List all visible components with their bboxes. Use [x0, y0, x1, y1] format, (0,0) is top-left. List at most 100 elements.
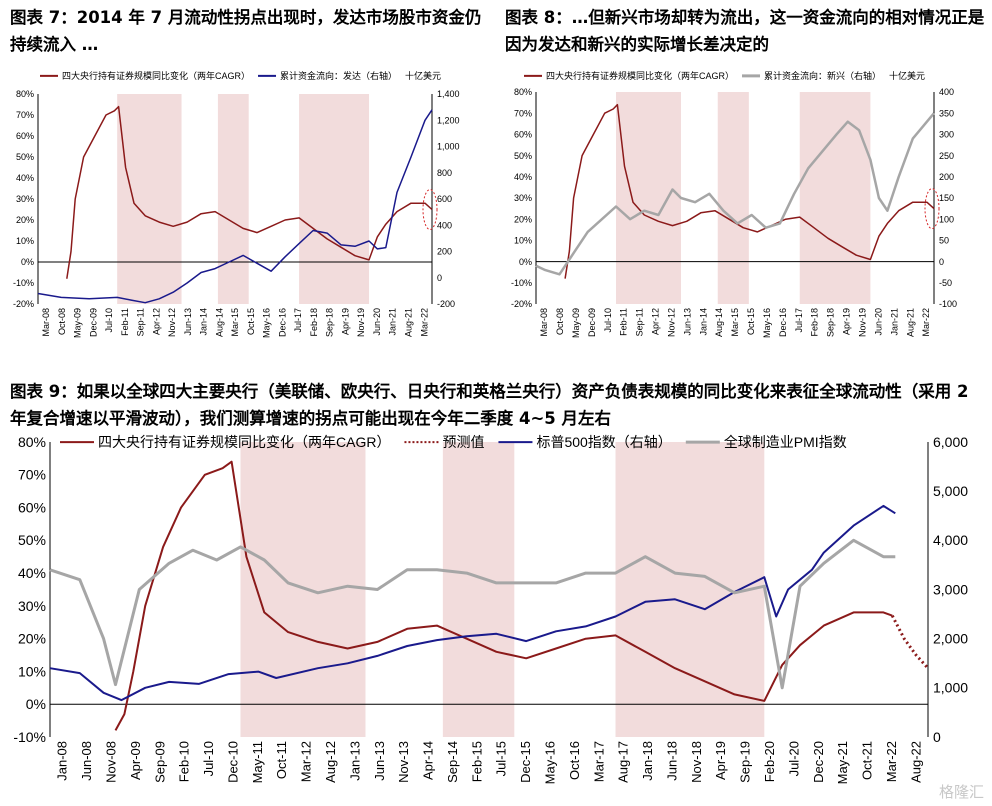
- left-y-tick-label: -10%: [13, 729, 46, 745]
- x-tick-label: Feb-15: [469, 741, 484, 782]
- legend-label: 标普500指数（右轴）: [536, 434, 671, 450]
- x-tick-label: Nov-18: [689, 741, 704, 783]
- left-y-tick-label: 30%: [18, 598, 46, 614]
- x-tick-label: Aug-21: [404, 308, 414, 337]
- x-tick-label: Jun-13: [183, 308, 193, 336]
- right-y-tick-label: 250: [939, 151, 954, 161]
- x-tick-label: Oct-08: [57, 308, 67, 335]
- x-tick-label: Jun-20: [372, 308, 382, 336]
- x-tick-label: Jun-20: [873, 308, 883, 336]
- left-y-tick-label: 60%: [514, 130, 532, 140]
- x-tick-label: Nov-19: [858, 308, 868, 337]
- x-tick-label: Mar-22: [884, 741, 899, 782]
- watermark: 格隆汇: [938, 783, 984, 801]
- right-y-tick-label: -50: [939, 278, 952, 288]
- x-tick-label: Nov-13: [396, 741, 411, 783]
- x-tick-label: Mar-22: [419, 308, 429, 337]
- x-tick-label: Jun-13: [372, 741, 387, 781]
- figure-9-caption: 图表 9：如果以全球四大主要央行（美联储、欧央行、日央行和英格兰央行）资产负债表…: [10, 382, 969, 428]
- right-y-tick-label: 400: [939, 87, 954, 97]
- right-y-tick-label: 600: [437, 194, 452, 204]
- x-tick-label: Oct-15: [246, 308, 256, 335]
- left-y-tick-label: 60%: [18, 499, 46, 515]
- shaded-period-0: [117, 94, 182, 304]
- left-y-tick-label: 30%: [514, 193, 532, 203]
- x-tick-label: Dec-15: [518, 741, 533, 783]
- figure-9-chart: -10% 0% 10% 20% 30% 40% 50% 60% 70% 80% 0 1,000 2,00…: [13, 434, 968, 784]
- x-tick-label: May-09: [73, 308, 83, 338]
- x-tick-label: Jan-13: [347, 741, 362, 781]
- x-tick-label: Feb-18: [810, 308, 820, 337]
- left-y-tick-label: 70%: [18, 467, 46, 483]
- x-tick-label: Aug-14: [214, 308, 224, 337]
- x-tick-label: Dec-20: [811, 741, 826, 783]
- x-tick-label: Oct-16: [567, 741, 582, 780]
- left-y-tick-label: 0%: [519, 257, 532, 267]
- left-y-tick-label: 40%: [18, 565, 46, 581]
- left-y-tick-label: 50%: [16, 152, 34, 162]
- x-tick-label: May-09: [571, 308, 581, 338]
- x-tick-label: Aug-21: [905, 308, 915, 337]
- x-tick-label: Jul-17: [293, 308, 303, 333]
- x-tick-label: Mar-08: [41, 308, 51, 337]
- x-tick-label: Jul-17: [794, 308, 804, 333]
- series-line-1: [37, 109, 433, 304]
- left-y-tick-label: 80%: [18, 434, 46, 450]
- x-tick-label: Mar-15: [730, 308, 740, 337]
- legend-label: 四大央行持有证券规模同比变化（两年CAGR）: [546, 70, 734, 81]
- legend-label: 全球制造业PMI指数: [724, 434, 847, 450]
- x-tick-label: Jan-08: [55, 741, 70, 781]
- right-y-tick-label: 1,000: [933, 680, 968, 696]
- right-y-tick-label: 150: [939, 193, 954, 203]
- left-y-tick-label: 20%: [514, 214, 532, 224]
- right-y-tick-label: 2,000: [933, 631, 968, 647]
- x-tick-label: Aug-22: [908, 741, 923, 783]
- left-y-tick-label: 70%: [16, 110, 34, 120]
- left-y-tick-label: 80%: [16, 89, 34, 99]
- right-y-tick-label: 200: [437, 247, 452, 257]
- left-y-tick-label: -10%: [511, 278, 532, 288]
- x-tick-label: Jul-20: [786, 741, 801, 776]
- x-tick-label: Oct-08: [555, 308, 565, 335]
- left-y-tick-label: -20%: [13, 299, 34, 309]
- right-y-tick-label: 0: [437, 273, 442, 283]
- left-y-tick-label: -20%: [511, 299, 532, 309]
- x-tick-label: Aug-12: [323, 741, 338, 783]
- shaded-period-0: [615, 92, 682, 304]
- right-y-tick-label: -100: [939, 299, 957, 309]
- left-y-tick-label: -10%: [13, 278, 34, 288]
- x-tick-label: Feb-10: [177, 741, 192, 782]
- x-tick-label: Feb-11: [619, 308, 629, 336]
- figure-8-chart: -20% -10% 0% 10% 20% 30% 40% 50% 60% 70% 80% -100 -5…: [511, 70, 957, 338]
- left-y-tick-label: 0%: [21, 257, 34, 267]
- x-tick-label: Jul-10: [603, 308, 613, 333]
- series-line-0: [66, 105, 433, 279]
- x-tick-label: Aug-17: [616, 741, 631, 783]
- shaded-period-2: [799, 92, 871, 304]
- x-tick-label: Apr-14: [421, 741, 436, 780]
- x-tick-label: Sep-14: [445, 741, 460, 783]
- x-tick-label: Apr-19: [842, 308, 852, 335]
- x-tick-label: Aug-14: [714, 308, 724, 337]
- left-y-tick-label: 0%: [26, 696, 46, 712]
- x-tick-label: Nov-12: [167, 308, 177, 337]
- x-tick-label: Feb-11: [120, 308, 130, 336]
- x-tick-label: Mar-17: [591, 741, 606, 782]
- x-tick-label: Apr-19: [340, 308, 350, 335]
- x-tick-label: Nov-19: [356, 308, 366, 337]
- x-tick-label: Mar-12: [299, 741, 314, 782]
- left-y-tick-label: 10%: [16, 236, 34, 246]
- left-y-tick-label: 60%: [16, 131, 34, 141]
- x-tick-label: Oct-11: [274, 741, 289, 779]
- left-y-tick-label: 10%: [514, 236, 532, 246]
- right-y-tick-label: -200: [437, 299, 455, 309]
- series-line-1: [535, 112, 935, 276]
- x-tick-label: Dec-10: [225, 741, 240, 783]
- left-y-tick-label: 40%: [16, 173, 34, 183]
- right-y-tick-label: 6,000: [933, 434, 968, 450]
- x-tick-label: Oct-21: [860, 741, 875, 780]
- x-tick-label: Dec-16: [277, 308, 287, 337]
- right-y-tick-label: 200: [939, 172, 954, 182]
- x-tick-label: Apr-09: [128, 741, 143, 780]
- x-tick-label: Nov-08: [104, 741, 119, 783]
